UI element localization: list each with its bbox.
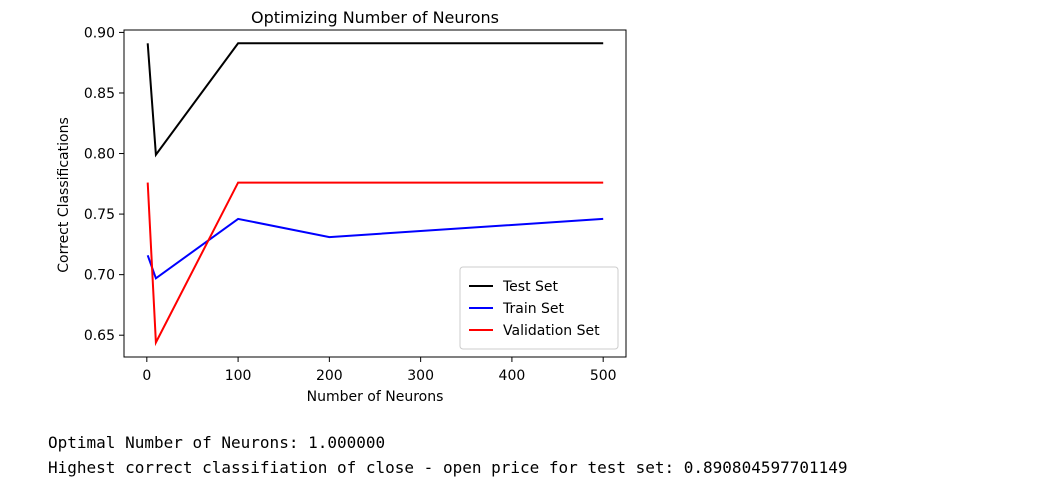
plot-frame (123, 29, 627, 358)
y-tick-label: 0.70 (84, 268, 115, 284)
x-tick-label: 100 (225, 368, 252, 384)
x-tick-label: 400 (499, 368, 526, 384)
x-tick-label: 200 (316, 368, 343, 384)
y-tick-label: 0.75 (84, 207, 115, 223)
y-tick-label: 0.80 (84, 147, 115, 163)
line-chart: Optimizing Number of Neurons 0 100 200 300 4… (56, 8, 627, 405)
legend-label: Validation Set (503, 323, 600, 339)
chart-title: Optimizing Number of Neurons (251, 8, 499, 27)
highest-classification-output: Highest correct classifiation of close -… (48, 458, 848, 477)
x-tick-label: 500 (590, 368, 617, 384)
legend: Test Set Train Set Validation Set (459, 266, 619, 350)
legend-label: Train Set (502, 301, 565, 317)
optimal-neurons-output: Optimal Number of Neurons: 1.000000 (48, 433, 386, 452)
series-line-validation-set (146, 181, 604, 347)
x-axis-label: Number of Neurons (307, 389, 444, 405)
x-tick-label: 300 (407, 368, 434, 384)
y-axis-label: Correct Classifications (56, 117, 72, 272)
y-tick-label: 0.90 (84, 25, 115, 41)
y-tick-label: 0.85 (84, 86, 115, 102)
legend-box (459, 266, 619, 350)
series-line-test-set (146, 42, 604, 158)
x-tick-label: 0 (142, 368, 151, 384)
y-tick-label: 0.65 (84, 328, 115, 344)
legend-label: Test Set (502, 279, 559, 295)
